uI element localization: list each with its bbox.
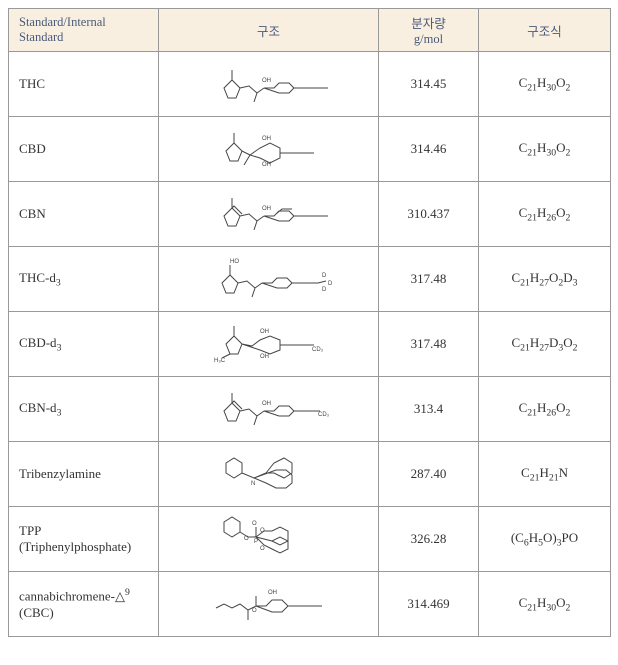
table-row: THC-d3 HO D D D 317.48 C21H27O2D3 — [9, 247, 611, 312]
svg-text:OH: OH — [262, 162, 271, 168]
header-mw: 분자량g/mol — [379, 9, 479, 52]
compound-name: THC-d3 — [9, 247, 159, 312]
table-row: CBD OH OH 314.46 C21H30O2 — [9, 117, 611, 182]
compound-name: CBN-d3 — [9, 377, 159, 442]
svg-text:O: O — [260, 528, 265, 534]
mw-value: 317.48 — [379, 312, 479, 377]
formula-value: C21H30O2 — [479, 52, 611, 117]
svg-text:OH: OH — [262, 78, 271, 84]
svg-text:CD₃: CD₃ — [318, 412, 330, 418]
structure-cell: OH OH — [159, 117, 379, 182]
mw-value: 326.28 — [379, 507, 479, 572]
structure-cell: OH — [159, 182, 379, 247]
header-structure: 구조 — [159, 9, 379, 52]
svg-text:O: O — [252, 608, 257, 614]
molecule-icon: OH — [204, 58, 334, 106]
formula-value: C21H27O2D3 — [479, 247, 611, 312]
svg-text:O: O — [260, 546, 265, 552]
structure-cell: O O P O O — [159, 507, 379, 572]
svg-text:OH: OH — [260, 354, 269, 360]
svg-text:OH: OH — [262, 401, 271, 407]
mw-value: 317.48 — [379, 247, 479, 312]
formula-value: C21H26O2 — [479, 377, 611, 442]
mw-value: 310.437 — [379, 182, 479, 247]
svg-text:H₃C: H₃C — [214, 358, 226, 364]
svg-text:D: D — [322, 273, 327, 279]
structure-cell: N — [159, 442, 379, 507]
svg-text:OH: OH — [268, 590, 277, 596]
compound-name: cannabichromene-△9(CBC) — [9, 572, 159, 637]
molecule-icon: OH OH — [204, 123, 334, 171]
svg-text:P: P — [254, 539, 258, 545]
table-row: TPP(Triphenylphosphate) O O P O O 326.28… — [9, 507, 611, 572]
molecule-icon: OH O — [204, 578, 334, 626]
table-row: Tribenzylamine N 287.40 C21H21N — [9, 442, 611, 507]
svg-text:D: D — [328, 281, 333, 287]
molecule-icon: H₃C OH OH CD₃ — [204, 318, 334, 366]
structure-cell: H₃C OH OH CD₃ — [159, 312, 379, 377]
svg-text:OH: OH — [262, 136, 271, 142]
mw-value: 314.46 — [379, 117, 479, 182]
table-row: THC OH 314.45 C21H30O2 — [9, 52, 611, 117]
formula-value: C21H26O2 — [479, 182, 611, 247]
structure-cell: OH CD₃ — [159, 377, 379, 442]
compound-name: Tribenzylamine — [9, 442, 159, 507]
svg-text:OH: OH — [260, 329, 269, 335]
molecule-icon: OH — [204, 188, 334, 236]
mw-value: 314.45 — [379, 52, 479, 117]
structure-cell: OH O — [159, 572, 379, 637]
svg-text:N: N — [251, 481, 255, 487]
mw-value: 313.4 — [379, 377, 479, 442]
compound-name: TPP(Triphenylphosphate) — [9, 507, 159, 572]
svg-text:OH: OH — [262, 206, 271, 212]
svg-text:HO: HO — [230, 259, 239, 265]
table-row: CBN OH 310.437 C21H26O2 — [9, 182, 611, 247]
mw-value: 314.469 — [379, 572, 479, 637]
mw-value: 287.40 — [379, 442, 479, 507]
formula-value: C21H30O2 — [479, 572, 611, 637]
table-body: THC OH 314.45 C21H30O2 CBD OH OH 314.46 — [9, 52, 611, 637]
svg-text:D: D — [322, 287, 327, 293]
molecule-icon: O O P O O — [204, 513, 334, 561]
molecule-icon: OH CD₃ — [204, 383, 334, 431]
compound-name: CBD — [9, 117, 159, 182]
structure-cell: OH — [159, 52, 379, 117]
svg-text:CD₃: CD₃ — [312, 347, 324, 353]
formula-value: C21H30O2 — [479, 117, 611, 182]
molecule-icon: HO D D D — [204, 253, 334, 301]
structure-cell: HO D D D — [159, 247, 379, 312]
table-row: CBD-d3 H₃C OH OH CD₃ 317.48 C21H27D3O2 — [9, 312, 611, 377]
svg-text:O: O — [252, 521, 257, 527]
formula-value: C21H27D3O2 — [479, 312, 611, 377]
header-standard: Standard/InternalStandard — [9, 9, 159, 52]
formula-value: (C6H5O)3PO — [479, 507, 611, 572]
header-formula: 구조식 — [479, 9, 611, 52]
compound-name: CBD-d3 — [9, 312, 159, 377]
svg-text:O: O — [244, 536, 249, 542]
compound-table: Standard/InternalStandard 구조 분자량g/mol 구조… — [8, 8, 611, 637]
compound-name: THC — [9, 52, 159, 117]
molecule-icon: N — [204, 448, 334, 496]
table-row: cannabichromene-△9(CBC) OH O 314.469 C21… — [9, 572, 611, 637]
formula-value: C21H21N — [479, 442, 611, 507]
table-row: CBN-d3 OH CD₃ 313.4 C21H26O2 — [9, 377, 611, 442]
header-row: Standard/InternalStandard 구조 분자량g/mol 구조… — [9, 9, 611, 52]
compound-name: CBN — [9, 182, 159, 247]
